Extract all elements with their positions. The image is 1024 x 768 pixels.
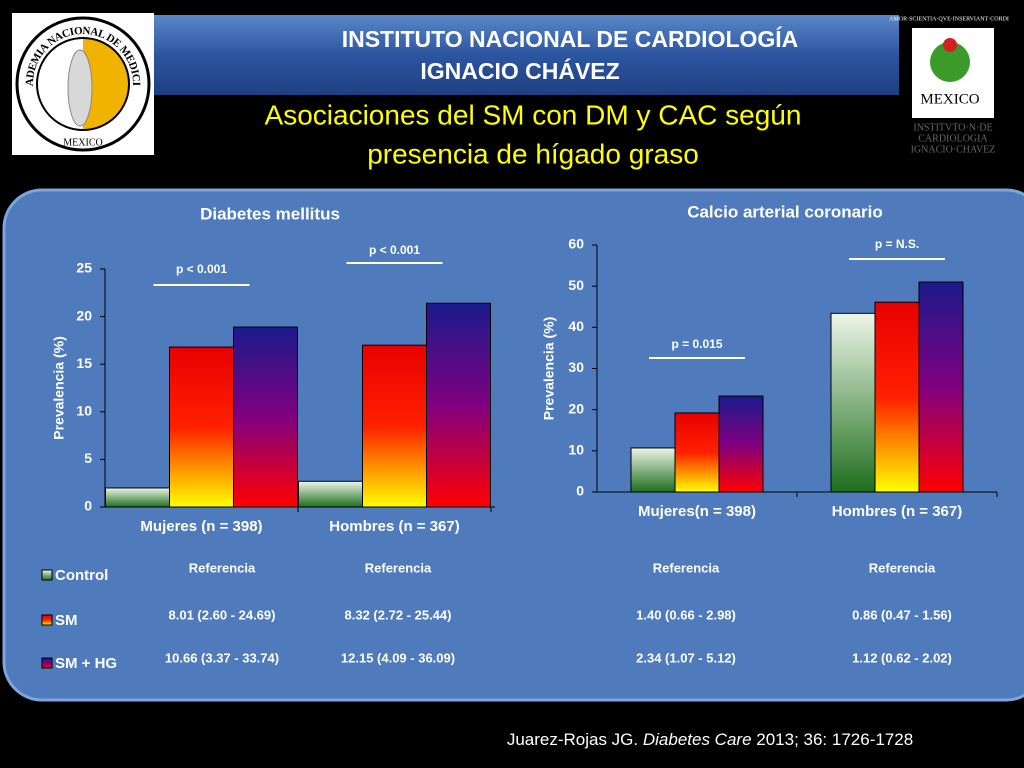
logo-text: MEXICO <box>920 91 979 107</box>
logo-half <box>83 38 129 130</box>
bar <box>630 447 676 493</box>
citation-part: 2013; 36: 1726-1728 <box>752 730 914 749</box>
institute-line: INSTITUTO NACIONAL DE CARDIOLOGÍA <box>342 25 799 52</box>
chart-title: Diabetes mellitus <box>200 204 340 223</box>
x-tick-label: Mujeres(n = 398) <box>638 503 756 520</box>
bar <box>426 302 491 508</box>
y-tick-label: 30 <box>568 359 584 375</box>
table-cell: 8.01 (2.60 - 24.69) <box>169 607 276 622</box>
citation-part: Juarez-Rojas JG. <box>507 730 643 749</box>
legend-label: Control <box>55 567 108 584</box>
table-cell: Referencia <box>365 560 432 575</box>
logo-heart <box>943 38 957 52</box>
logo-text: INSTITVTO·N·DE <box>913 122 992 133</box>
table-cell: Referencia <box>653 560 720 575</box>
y-tick-label: 5 <box>84 450 92 466</box>
logo-ring <box>36 37 130 131</box>
y-tick-label: 10 <box>76 403 92 419</box>
bar <box>718 395 764 493</box>
chart-title: Calcio arterial coronario <box>687 202 883 221</box>
legend-swatch <box>41 614 53 626</box>
annotation: p < 0.001 <box>369 243 420 257</box>
bar <box>298 480 363 508</box>
annotation: p = N.S. <box>875 237 919 251</box>
annotation: p = 0.015 <box>671 337 722 351</box>
citation-journal: Diabetes Care <box>643 730 752 749</box>
legend-label: SM <box>55 612 78 629</box>
table-cell: 12.15 (4.09 - 36.09) <box>341 650 455 665</box>
legend-swatch <box>41 657 53 669</box>
x-tick-label: Hombres (n = 367) <box>329 518 459 535</box>
bar <box>105 487 170 508</box>
logo-text: AMOR·SCIENTIA·QVE·INSERVIANT·CORDI <box>889 16 1009 22</box>
table-cell: 1.12 (0.62 - 2.02) <box>852 650 952 665</box>
y-tick-label: 10 <box>568 442 584 458</box>
y-tick-label: 40 <box>568 318 584 334</box>
logo-tree <box>930 42 970 82</box>
table-cell: Referencia <box>869 560 936 575</box>
bar <box>830 312 876 493</box>
table-cell: 1.40 (0.66 - 2.98) <box>636 607 736 622</box>
institute-line: IGNACIO CHÁVEZ <box>420 57 619 84</box>
bar <box>874 301 920 493</box>
logo-text: CARDIOLOGIA <box>918 133 988 144</box>
bar <box>362 344 427 508</box>
legend-label: SM + HG <box>55 655 117 672</box>
legend-swatch <box>41 569 53 581</box>
table-cell: Referencia <box>189 560 256 575</box>
y-axis-label: Prevalencia (%) <box>51 336 67 440</box>
y-tick-label: 50 <box>568 277 584 293</box>
y-tick-label: 20 <box>76 307 92 323</box>
logo-text: IGNACIO·CHAVEZ <box>911 144 996 155</box>
bar <box>169 346 234 508</box>
y-axis-label: Prevalencia (%) <box>541 317 557 421</box>
logo-text: MEXICO <box>63 137 102 148</box>
y-tick-label: 0 <box>84 498 92 514</box>
citation: Juarez-Rojas JG. Diabetes Care 2013; 36:… <box>507 730 913 749</box>
annotation: p < 0.001 <box>176 262 227 276</box>
logo-statue <box>67 49 93 127</box>
table-cell: 0.86 (0.47 - 1.56) <box>852 607 952 622</box>
slide-title: presencia de hígado graso <box>367 138 699 169</box>
y-tick-label: 25 <box>76 260 92 276</box>
panel <box>2 188 1024 702</box>
header-bar <box>150 15 902 95</box>
y-tick-label: 0 <box>576 483 584 499</box>
table-cell: 8.32 (2.72 - 25.44) <box>345 607 452 622</box>
y-tick-label: 60 <box>568 236 584 252</box>
table-cell: 2.34 (1.07 - 5.12) <box>636 650 736 665</box>
x-tick-label: Hombres (n = 367) <box>832 503 962 520</box>
y-tick-label: 20 <box>568 400 584 416</box>
bar <box>233 326 298 508</box>
logo-ring <box>15 16 151 152</box>
x-tick-label: Mujeres (n = 398) <box>140 518 262 535</box>
bar <box>674 412 720 493</box>
bar <box>918 281 964 493</box>
table-cell: 10.66 (3.37 - 33.74) <box>165 650 279 665</box>
slide-title: Asociaciones del SM con DM y CAC según <box>265 99 802 130</box>
y-tick-label: 15 <box>76 355 92 371</box>
